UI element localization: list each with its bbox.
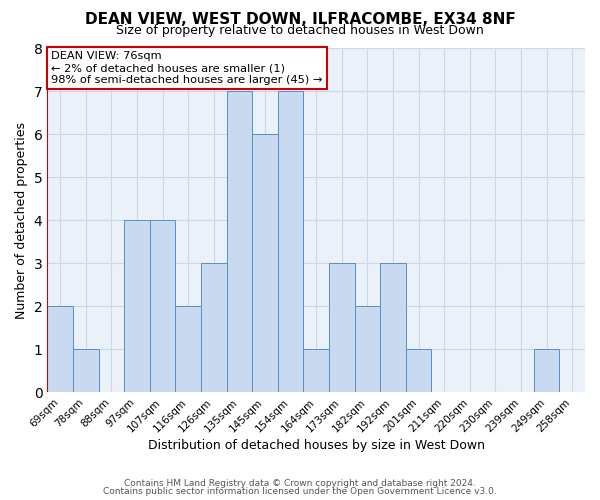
Bar <box>534 349 559 392</box>
Text: Contains public sector information licensed under the Open Government Licence v3: Contains public sector information licen… <box>103 487 497 496</box>
Bar <box>124 220 150 392</box>
Bar <box>73 349 98 392</box>
Bar <box>329 263 355 392</box>
Text: DEAN VIEW, WEST DOWN, ILFRACOMBE, EX34 8NF: DEAN VIEW, WEST DOWN, ILFRACOMBE, EX34 8… <box>85 12 515 28</box>
Bar <box>355 306 380 392</box>
X-axis label: Distribution of detached houses by size in West Down: Distribution of detached houses by size … <box>148 440 485 452</box>
Bar <box>380 263 406 392</box>
Bar <box>47 306 73 392</box>
Bar <box>150 220 175 392</box>
Bar <box>304 349 329 392</box>
Bar <box>201 263 227 392</box>
Bar <box>278 91 304 392</box>
Bar <box>252 134 278 392</box>
Text: Size of property relative to detached houses in West Down: Size of property relative to detached ho… <box>116 24 484 37</box>
Bar <box>175 306 201 392</box>
Text: Contains HM Land Registry data © Crown copyright and database right 2024.: Contains HM Land Registry data © Crown c… <box>124 478 476 488</box>
Bar <box>227 91 252 392</box>
Y-axis label: Number of detached properties: Number of detached properties <box>15 122 28 318</box>
Text: DEAN VIEW: 76sqm
← 2% of detached houses are smaller (1)
98% of semi-detached ho: DEAN VIEW: 76sqm ← 2% of detached houses… <box>51 52 323 84</box>
Bar <box>406 349 431 392</box>
